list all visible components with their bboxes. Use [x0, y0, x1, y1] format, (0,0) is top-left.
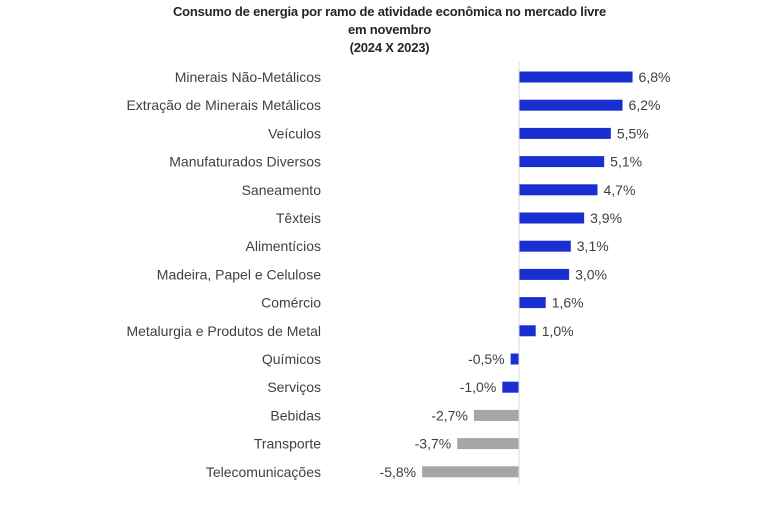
data-label-2: 5,5%	[617, 125, 649, 141]
bar-6	[519, 240, 571, 252]
category-label-12: Bebidas	[270, 407, 321, 423]
bar-0	[519, 71, 633, 83]
bar-12	[473, 409, 519, 421]
category-label-4: Saneamento	[242, 182, 322, 198]
category-label-14: Telecomunicações	[206, 464, 321, 480]
data-label-1: 6,2%	[629, 97, 661, 113]
category-label-0: Minerais Não-Metálicos	[175, 69, 321, 85]
data-label-6: 3,1%	[577, 238, 609, 254]
category-label-7: Madeira, Papel e Celulose	[157, 266, 321, 282]
category-label-9: Metalurgia e Produtos de Metal	[126, 323, 321, 339]
data-label-0: 6,8%	[639, 69, 671, 85]
data-label-14: -5,8%	[380, 464, 417, 480]
bar-8	[519, 297, 546, 309]
category-label-8: Comércio	[261, 295, 321, 311]
bar-11	[502, 381, 519, 393]
chart-title-line-3: (2024 X 2023)	[349, 40, 430, 55]
category-label-10: Químicos	[262, 351, 321, 367]
bar-7	[519, 268, 570, 280]
category-label-2: Veículos	[268, 125, 321, 141]
data-label-3: 5,1%	[610, 154, 642, 170]
bar-5	[519, 212, 585, 224]
chart-title-line-1: Consumo de energia por ramo de atividade…	[172, 4, 607, 19]
bar-2	[519, 127, 611, 139]
data-label-10: -0,5%	[468, 351, 505, 367]
bar-3	[519, 156, 605, 168]
data-label-12: -2,7%	[431, 407, 468, 423]
data-label-8: 1,6%	[552, 295, 584, 311]
bar-10	[510, 353, 519, 365]
category-label-1: Extração de Minerais Metálicos	[126, 97, 321, 113]
chart-title-line-2: em novembro	[347, 22, 432, 37]
category-label-3: Manufaturados Diversos	[169, 154, 321, 170]
bar-13	[457, 438, 519, 450]
data-label-4: 4,7%	[603, 182, 635, 198]
bar-4	[519, 184, 598, 196]
category-label-6: Alimentícios	[246, 238, 321, 254]
category-label-5: Têxteis	[276, 210, 321, 226]
data-label-9: 1,0%	[542, 323, 574, 339]
bar-14	[422, 466, 519, 478]
bar-1	[519, 99, 623, 111]
data-label-13: -3,7%	[415, 436, 452, 452]
data-label-7: 3,0%	[575, 266, 607, 282]
bar-9	[519, 325, 536, 337]
category-label-13: Transporte	[254, 436, 321, 452]
category-label-11: Serviços	[267, 379, 321, 395]
data-label-5: 3,9%	[590, 210, 622, 226]
data-label-11: -1,0%	[460, 379, 497, 395]
